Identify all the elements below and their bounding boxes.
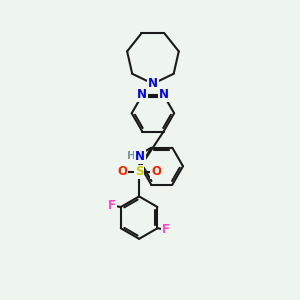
Text: N: N [148, 77, 158, 90]
Text: N: N [158, 88, 169, 101]
Text: F: F [162, 223, 170, 236]
Text: O: O [151, 166, 161, 178]
Text: N: N [137, 88, 147, 101]
Text: F: F [108, 199, 116, 212]
Text: O: O [117, 166, 127, 178]
Text: N: N [135, 150, 145, 163]
Text: S: S [135, 166, 143, 178]
Text: H: H [127, 151, 136, 161]
